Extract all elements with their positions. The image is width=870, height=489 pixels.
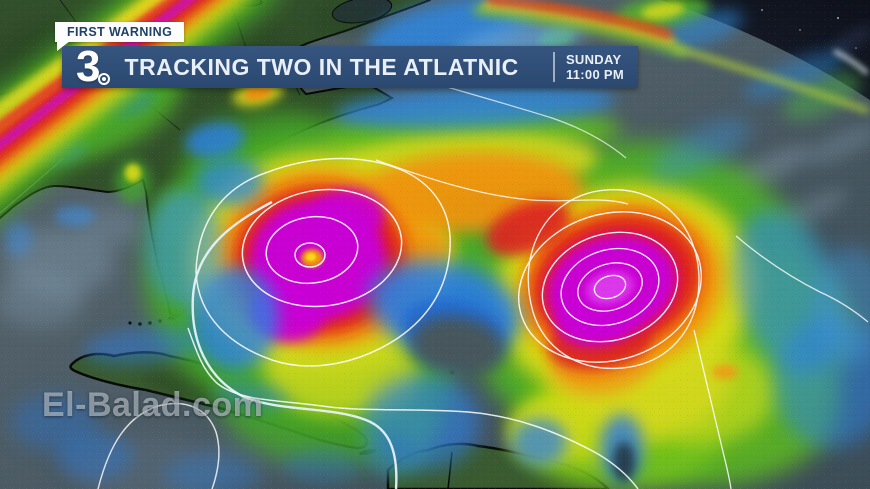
channel-3-logo: 3 (76, 45, 111, 89)
timestamp: SUNDAY 11:00 PM (566, 52, 624, 82)
timestamp-time: 11:00 PM (565, 67, 624, 82)
first-warning-label: FIRST WARNING (67, 25, 173, 39)
watermark: El-Balad.com (42, 386, 264, 424)
title-bar: 3 TRACKING TWO IN THE ATLATNIC SUNDAY 11… (62, 45, 638, 89)
channel-number: 3 (76, 42, 101, 91)
cbs-eye-icon (98, 73, 111, 85)
first-warning-badge: FIRST WARNING (55, 22, 185, 51)
timestamp-day: SUNDAY (565, 52, 622, 67)
timestamp-divider (552, 52, 555, 82)
page-title: TRACKING TWO IN THE ATLATNIC (124, 53, 519, 80)
